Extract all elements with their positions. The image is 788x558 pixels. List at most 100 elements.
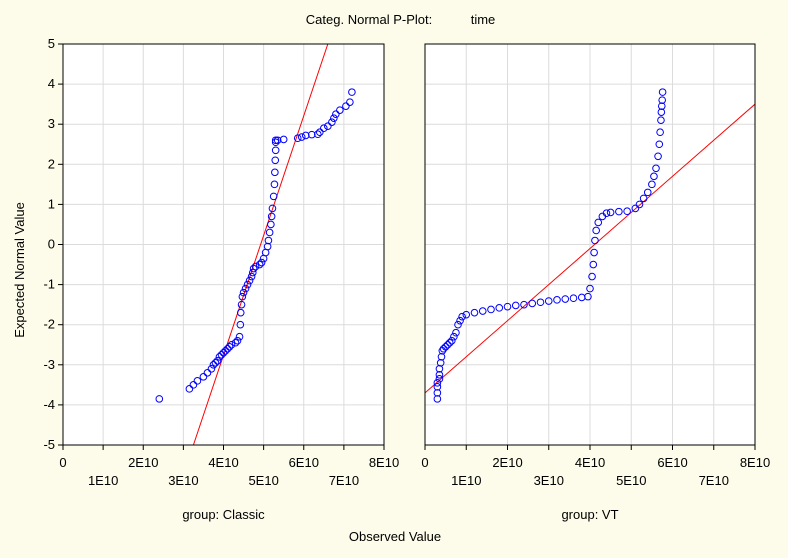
data-point: [606, 208, 615, 217]
data-point: [270, 180, 279, 189]
data-point: [436, 358, 445, 367]
data-point: [658, 88, 667, 96]
data-point: [655, 140, 664, 149]
data-point: [478, 307, 487, 315]
data-point: [657, 108, 666, 116]
data-point: [448, 336, 456, 345]
data-point: [631, 204, 640, 213]
x-tick-label: 3E10: [534, 473, 564, 488]
data-point: [445, 338, 454, 347]
data-point: [602, 209, 611, 218]
data-point: [569, 294, 578, 303]
data-point: [346, 98, 354, 106]
fit-line: [425, 103, 755, 394]
data-point: [454, 320, 462, 329]
data-point: [561, 295, 570, 303]
data-point: [271, 168, 279, 177]
data-point: [273, 136, 282, 145]
x-tick-label: 7E10: [329, 473, 359, 488]
data-point: [203, 369, 212, 377]
data-point: [584, 292, 592, 301]
data-point: [227, 340, 236, 349]
data-point: [207, 365, 216, 373]
x-tick-label: 3E10: [168, 473, 198, 488]
data-point: [656, 128, 664, 137]
x-tick-label: 0: [59, 455, 66, 470]
data-point: [439, 344, 448, 353]
x-tick-label: 8E10: [740, 455, 770, 470]
data-point: [238, 292, 247, 301]
data-point: [251, 262, 260, 271]
data-point: [268, 204, 277, 213]
x-tick-label: 8E10: [369, 455, 399, 470]
y-tick-label: -1: [43, 277, 55, 292]
data-point: [470, 308, 479, 317]
data-point: [211, 358, 220, 367]
data-point: [221, 346, 230, 355]
data-point: [657, 116, 665, 124]
data-point: [511, 301, 520, 310]
data-point: [239, 288, 248, 297]
x-tick-label: 7E10: [699, 473, 729, 488]
data-point: [635, 200, 644, 209]
data-point: [233, 336, 242, 345]
data-point: [648, 180, 656, 189]
data-point: [271, 156, 280, 165]
data-point: [215, 352, 224, 361]
data-point: [237, 300, 246, 309]
data-point: [245, 276, 254, 285]
y-tick-label: -2: [43, 317, 55, 332]
data-point: [225, 342, 234, 351]
data-point: [348, 88, 356, 96]
x-tick-label: 5E10: [248, 473, 278, 488]
data-point: [591, 236, 599, 245]
y-tick-label: -3: [43, 357, 55, 372]
data-point: [255, 260, 264, 269]
x-tick-label: 6E10: [289, 455, 319, 470]
data-point: [313, 130, 322, 139]
data-point: [199, 373, 208, 381]
data-point: [193, 377, 202, 385]
data-point: [342, 102, 350, 110]
y-axis-label: Expected Normal Value: [12, 202, 27, 338]
panel-2: 0 2E10 4E10 6E10 8E10 1E10 3E10 5E10 7E10 group: …: [421, 43, 770, 522]
data-point: [267, 212, 276, 221]
panel-group-label: group: VT: [561, 507, 618, 522]
data-point: [223, 344, 232, 353]
data-point: [456, 316, 464, 325]
y-tick-label: 1: [48, 196, 55, 211]
data-point: [257, 258, 266, 267]
x-tick-label: 4E10: [208, 455, 238, 470]
data-point: [654, 152, 662, 161]
data-point: [650, 172, 658, 181]
data-point: [590, 248, 598, 257]
data-point: [435, 375, 444, 383]
chart-title-prefix: Categ. Normal P-Plot:: [306, 12, 432, 27]
data-point: [271, 136, 280, 145]
data-point: [433, 379, 442, 387]
data-point: [271, 146, 280, 155]
data-point: [236, 320, 245, 329]
panel-1: 5 4 3 2 1 0 -1 -2 -3 -4 -5 0 2E10 4E10 6E10 8E10 1E10 3E1…: [43, 36, 399, 522]
data-point: [330, 114, 338, 122]
data-point: [155, 395, 164, 403]
data-point: [658, 96, 666, 104]
x-tick-label: 1E10: [88, 473, 118, 488]
y-tick-label: -5: [43, 437, 55, 452]
data-point: [443, 340, 452, 349]
data-point: [450, 332, 458, 341]
data-point: [265, 228, 274, 237]
fit-line: [192, 44, 329, 445]
data-point: [297, 133, 306, 141]
data-point: [615, 207, 623, 216]
x-tick-label: 6E10: [657, 455, 687, 470]
data-point: [217, 350, 226, 359]
data-point: [247, 272, 256, 281]
data-point: [433, 383, 442, 391]
y-tick-label: 2: [48, 156, 55, 171]
data-point: [213, 356, 222, 365]
x-tick-label: 5E10: [616, 473, 646, 488]
y-tick-label: 5: [48, 36, 55, 51]
data-point: [441, 342, 450, 351]
data-point: [458, 312, 466, 321]
